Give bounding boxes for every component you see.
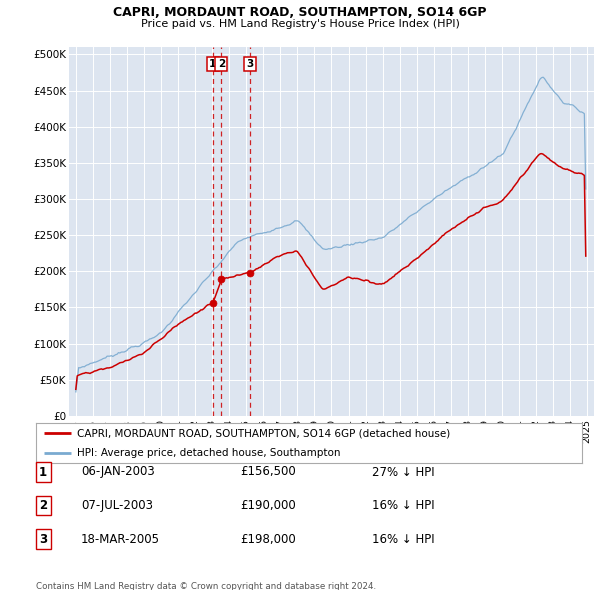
Text: CAPRI, MORDAUNT ROAD, SOUTHAMPTON, SO14 6GP: CAPRI, MORDAUNT ROAD, SOUTHAMPTON, SO14 …	[113, 6, 487, 19]
Text: £198,000: £198,000	[240, 533, 296, 546]
Text: Contains HM Land Registry data © Crown copyright and database right 2024.
This d: Contains HM Land Registry data © Crown c…	[36, 582, 376, 590]
Text: 1: 1	[209, 59, 217, 69]
Text: CAPRI, MORDAUNT ROAD, SOUTHAMPTON, SO14 6GP (detached house): CAPRI, MORDAUNT ROAD, SOUTHAMPTON, SO14 …	[77, 428, 450, 438]
Text: 3: 3	[246, 59, 253, 69]
Text: 06-JAN-2003: 06-JAN-2003	[81, 466, 155, 478]
Text: 07-JUL-2003: 07-JUL-2003	[81, 499, 153, 512]
Text: Price paid vs. HM Land Registry's House Price Index (HPI): Price paid vs. HM Land Registry's House …	[140, 19, 460, 29]
Text: £156,500: £156,500	[240, 466, 296, 478]
Text: 2: 2	[218, 59, 225, 69]
Text: 3: 3	[39, 533, 47, 546]
Text: HPI: Average price, detached house, Southampton: HPI: Average price, detached house, Sout…	[77, 448, 340, 458]
Text: 18-MAR-2005: 18-MAR-2005	[81, 533, 160, 546]
Text: 27% ↓ HPI: 27% ↓ HPI	[372, 466, 434, 478]
Text: £190,000: £190,000	[240, 499, 296, 512]
Text: 16% ↓ HPI: 16% ↓ HPI	[372, 499, 434, 512]
Text: 1: 1	[39, 466, 47, 478]
Text: 2: 2	[39, 499, 47, 512]
Text: 16% ↓ HPI: 16% ↓ HPI	[372, 533, 434, 546]
